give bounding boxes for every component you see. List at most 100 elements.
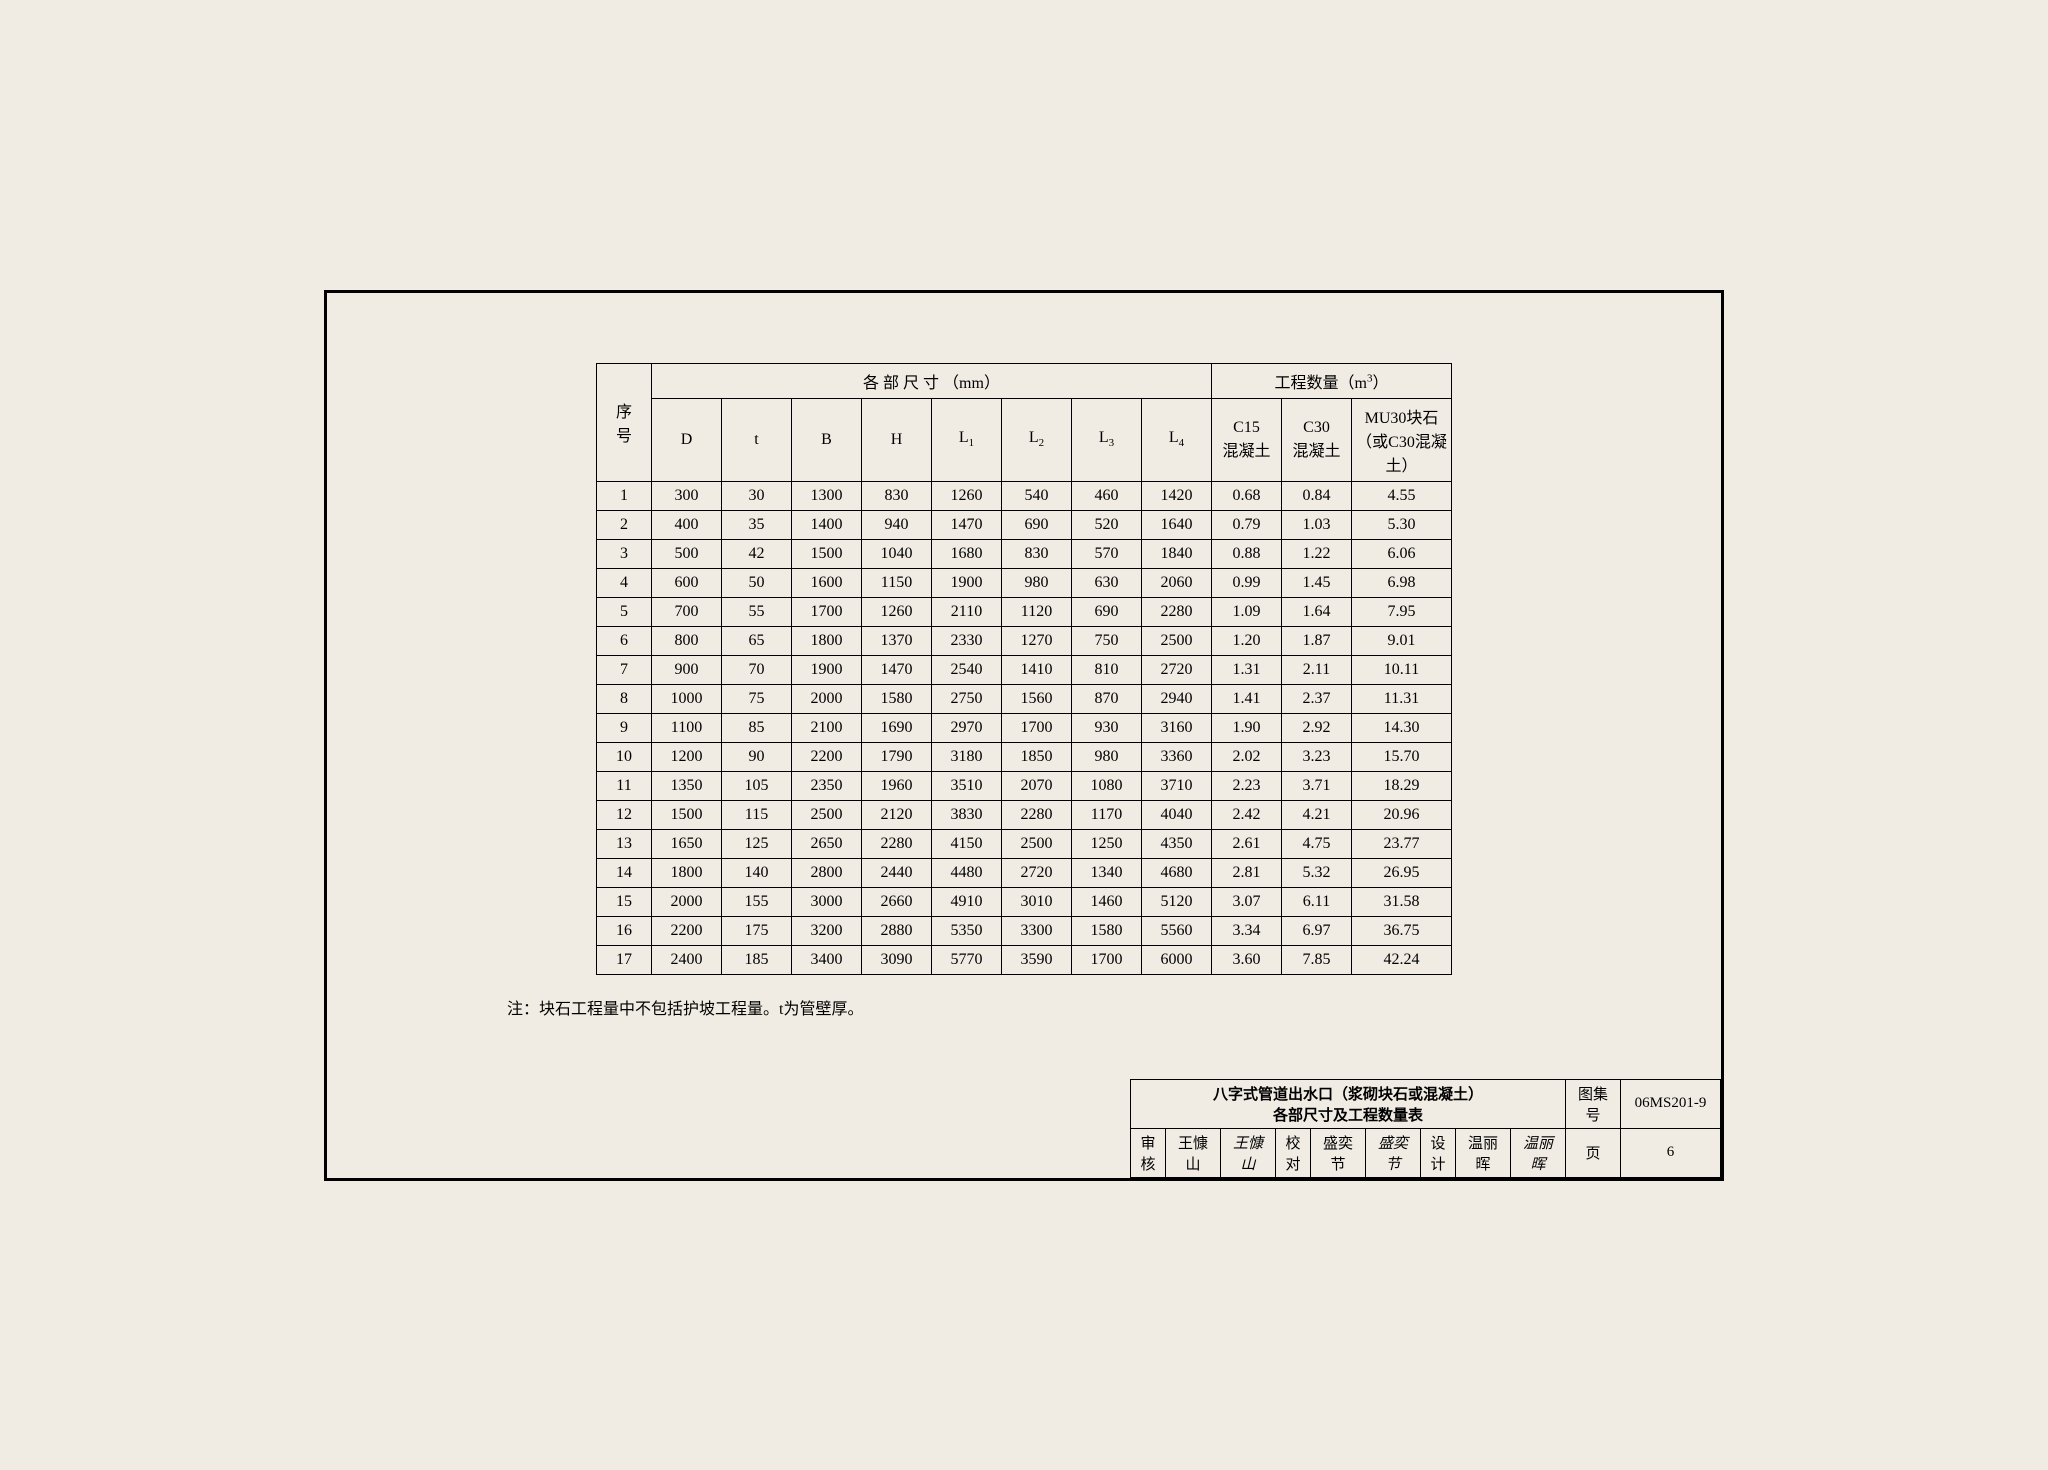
table-cell: 3090 — [862, 945, 932, 974]
table-cell: 2280 — [1002, 800, 1072, 829]
table-cell: 4350 — [1142, 829, 1212, 858]
table-cell: 2.81 — [1212, 858, 1282, 887]
table-cell: 140 — [722, 858, 792, 887]
table-cell: 0.68 — [1212, 481, 1282, 510]
table-cell: 23.77 — [1352, 829, 1452, 858]
table-cell: 300 — [652, 481, 722, 510]
table-cell: 85 — [722, 713, 792, 742]
table-cell: 14 — [597, 858, 652, 887]
title-block: 八字式管道出水口（浆砌块石或混凝土） 各部尺寸及工程数量表 图集号 06MS20… — [1130, 1079, 1721, 1178]
table-cell: 750 — [1072, 626, 1142, 655]
table-cell: 1.90 — [1212, 713, 1282, 742]
table-cell: 2200 — [792, 742, 862, 771]
table-cell: 1640 — [1142, 510, 1212, 539]
table-cell: 35 — [722, 510, 792, 539]
table-cell: 5.30 — [1352, 510, 1452, 539]
table-cell: 14.30 — [1352, 713, 1452, 742]
header-MU30: MU30块石（或C30混凝土） — [1352, 398, 1452, 481]
table-row: 35004215001040168083057018400.881.226.06 — [597, 539, 1452, 568]
table-cell: 690 — [1002, 510, 1072, 539]
table-cell: 1250 — [1072, 829, 1142, 858]
header-L2: L2 — [1002, 398, 1072, 481]
table-cell: 55 — [722, 597, 792, 626]
table-cell: 2200 — [652, 916, 722, 945]
table-cell: 5.32 — [1282, 858, 1352, 887]
table-cell: 940 — [862, 510, 932, 539]
table-row: 1622001753200288053503300158055603.346.9… — [597, 916, 1452, 945]
table-cell: 1700 — [1072, 945, 1142, 974]
table-cell: 1.87 — [1282, 626, 1352, 655]
atlas-label: 图集号 — [1566, 1079, 1621, 1128]
table-cell: 6.97 — [1282, 916, 1352, 945]
table-cell: 2750 — [932, 684, 1002, 713]
table-cell: 1900 — [792, 655, 862, 684]
table-cell: 1650 — [652, 829, 722, 858]
header-C15: C15混凝土 — [1212, 398, 1282, 481]
review-label: 审核 — [1131, 1128, 1166, 1177]
table-cell: 0.88 — [1212, 539, 1282, 568]
table-row: 9110085210016902970170093031601.902.9214… — [597, 713, 1452, 742]
table-cell: 1350 — [652, 771, 722, 800]
table-cell: 42.24 — [1352, 945, 1452, 974]
table-cell: 9.01 — [1352, 626, 1452, 655]
table-cell: 3.71 — [1282, 771, 1352, 800]
table-cell: 3.23 — [1282, 742, 1352, 771]
header-dim-group: 各 部 尺 寸 （mm） — [652, 363, 1212, 398]
table-cell: 800 — [652, 626, 722, 655]
table-cell: 690 — [1072, 597, 1142, 626]
table-cell: 1.09 — [1212, 597, 1282, 626]
table-cell: 980 — [1002, 568, 1072, 597]
table-cell: 1260 — [932, 481, 1002, 510]
table-cell: 26.95 — [1352, 858, 1452, 887]
table-cell: 185 — [722, 945, 792, 974]
table-cell: 810 — [1072, 655, 1142, 684]
table-row: 2400351400940147069052016400.791.035.30 — [597, 510, 1452, 539]
table-cell: 1.03 — [1282, 510, 1352, 539]
table-cell: 1560 — [1002, 684, 1072, 713]
table-cell: 6.06 — [1352, 539, 1452, 568]
table-cell: 20.96 — [1352, 800, 1452, 829]
table-cell: 2500 — [1002, 829, 1072, 858]
header-C30: C30混凝土 — [1282, 398, 1352, 481]
table-cell: 1500 — [792, 539, 862, 568]
table-cell: 42 — [722, 539, 792, 568]
table-cell: 65 — [722, 626, 792, 655]
table-cell: 4.21 — [1282, 800, 1352, 829]
table-cell: 1.31 — [1212, 655, 1282, 684]
review-signature: 王慷山 — [1221, 1128, 1276, 1177]
table-cell: 16 — [597, 916, 652, 945]
table-cell: 15.70 — [1352, 742, 1452, 771]
table-cell: 3 — [597, 539, 652, 568]
table-cell: 1580 — [862, 684, 932, 713]
table-cell: 125 — [722, 829, 792, 858]
table-cell: 1.41 — [1212, 684, 1282, 713]
table-cell: 600 — [652, 568, 722, 597]
table-cell: 1400 — [792, 510, 862, 539]
table-cell: 4.75 — [1282, 829, 1352, 858]
header-L4: L4 — [1142, 398, 1212, 481]
table-cell: 4910 — [932, 887, 1002, 916]
table-body: 1300301300830126054046014200.680.844.552… — [597, 481, 1452, 974]
table-cell: 1.22 — [1282, 539, 1352, 568]
table-cell: 11.31 — [1352, 684, 1452, 713]
header-D: D — [652, 398, 722, 481]
header-t: t — [722, 398, 792, 481]
table-cell: 4680 — [1142, 858, 1212, 887]
table-cell: 1580 — [1072, 916, 1142, 945]
design-name: 温丽晖 — [1456, 1128, 1511, 1177]
footnote: 注：块石工程量中不包括护坡工程量。t为管壁厚。 — [507, 995, 1681, 1019]
table-cell: 2400 — [652, 945, 722, 974]
check-name: 盛奕节 — [1311, 1128, 1366, 1177]
table-cell: 520 — [1072, 510, 1142, 539]
table-cell: 1270 — [1002, 626, 1072, 655]
table-cell: 3360 — [1142, 742, 1212, 771]
table-cell: 630 — [1072, 568, 1142, 597]
table-cell: 830 — [1002, 539, 1072, 568]
table-cell: 2120 — [862, 800, 932, 829]
table-cell: 5770 — [932, 945, 1002, 974]
table-cell: 570 — [1072, 539, 1142, 568]
table-cell: 1370 — [862, 626, 932, 655]
check-label: 校对 — [1276, 1128, 1311, 1177]
table-cell: 2350 — [792, 771, 862, 800]
table-cell: 8 — [597, 684, 652, 713]
